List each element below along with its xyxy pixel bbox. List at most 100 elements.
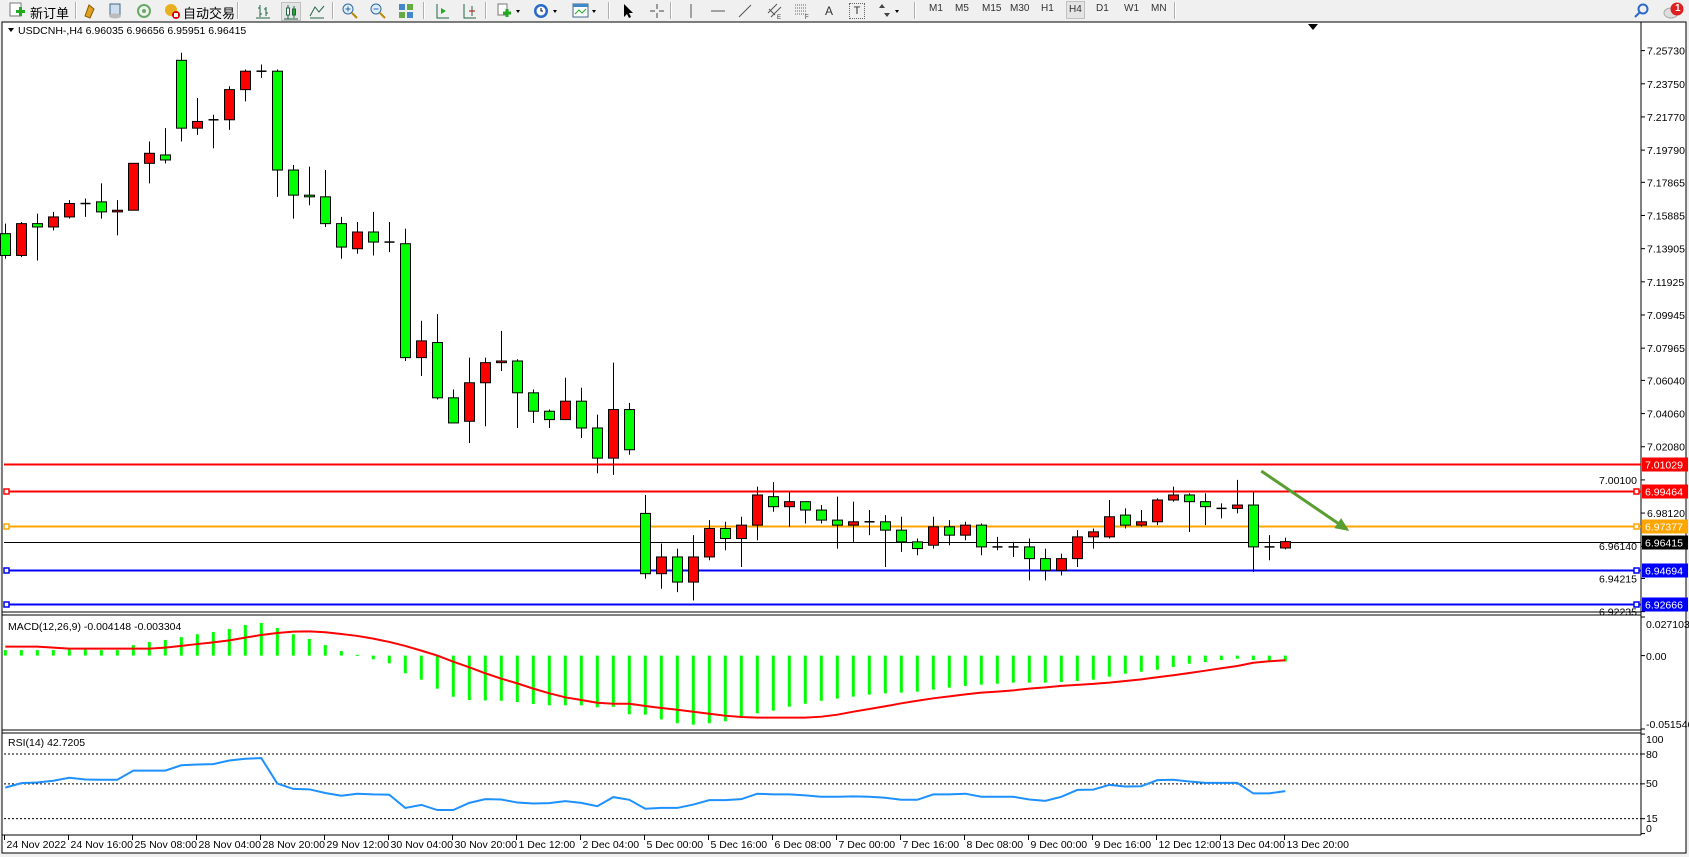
line-handle[interactable] bbox=[1633, 523, 1640, 530]
macd-histogram-bar bbox=[51, 650, 55, 656]
line-handle[interactable] bbox=[1633, 488, 1640, 495]
chart-shift-marker-icon[interactable] bbox=[1308, 24, 1318, 30]
macd-histogram-bar bbox=[1139, 655, 1143, 672]
candle-body bbox=[592, 427, 603, 459]
title-dropdown-icon[interactable] bbox=[8, 28, 14, 32]
vertical-line-button[interactable] bbox=[682, 2, 700, 19]
candle bbox=[1232, 479, 1243, 514]
candle bbox=[480, 357, 491, 427]
period-m30[interactable]: M30 bbox=[1010, 3, 1030, 14]
candle-body bbox=[1168, 494, 1179, 501]
macd-histogram-bar bbox=[115, 650, 119, 656]
arrow-line[interactable] bbox=[1260, 469, 1343, 527]
arrows-button[interactable] bbox=[876, 2, 904, 19]
fibonacci-button[interactable]: F bbox=[793, 2, 811, 19]
macd-histogram-bar bbox=[435, 655, 439, 689]
zoom-in-button[interactable] bbox=[341, 2, 359, 19]
candle-body bbox=[832, 519, 843, 526]
templates-button[interactable] bbox=[571, 2, 599, 19]
search-button[interactable] bbox=[1632, 2, 1650, 19]
trend-arrow[interactable] bbox=[1260, 469, 1350, 531]
candle-body bbox=[368, 231, 379, 243]
periods-button[interactable] bbox=[532, 2, 560, 19]
tile-windows-button[interactable] bbox=[397, 2, 415, 19]
period-w1[interactable]: W1 bbox=[1124, 3, 1139, 14]
candle-body bbox=[1200, 501, 1211, 508]
candle bbox=[640, 494, 651, 579]
candle-body bbox=[96, 201, 107, 213]
price-tick-label: 6.96140 bbox=[1599, 541, 1637, 553]
indicators-button[interactable] bbox=[495, 2, 523, 19]
line-handle[interactable] bbox=[3, 567, 10, 574]
auto-scroll-button[interactable] bbox=[433, 2, 451, 19]
period-d1[interactable]: D1 bbox=[1096, 3, 1109, 14]
market-watch-button[interactable] bbox=[80, 2, 98, 19]
panels bbox=[2, 22, 1642, 836]
candle-body bbox=[112, 209, 123, 213]
candle-body bbox=[1104, 516, 1115, 538]
auto-trading-label[interactable]: 自动交易 bbox=[183, 6, 236, 21]
line-handle[interactable] bbox=[3, 523, 10, 530]
line-handle[interactable] bbox=[3, 601, 10, 608]
candle bbox=[432, 314, 443, 400]
data-window-button[interactable] bbox=[106, 2, 124, 19]
line-handle[interactable] bbox=[1633, 567, 1640, 574]
chart-window[interactable]: 7.25730 7.23750 7.21770 7.19790 7.17865 7.158… bbox=[0, 21, 1689, 857]
price-axis[interactable]: 7.25730 7.23750 7.21770 7.19790 7.17865 7.158… bbox=[1599, 46, 1685, 619]
candle-body bbox=[1232, 504, 1243, 509]
candle bbox=[1120, 508, 1131, 529]
candle-body bbox=[496, 360, 507, 364]
macd-histogram-bar bbox=[515, 655, 519, 703]
line-chart-button[interactable] bbox=[308, 2, 326, 19]
new-order-button[interactable] bbox=[6, 2, 28, 19]
text-label-tool-button[interactable]: T bbox=[849, 3, 865, 19]
candle bbox=[1056, 553, 1067, 576]
trendline-button[interactable] bbox=[736, 2, 754, 19]
price-line-label-box bbox=[1642, 535, 1688, 550]
line-handle[interactable] bbox=[3, 488, 10, 495]
notification-button[interactable]: 1 bbox=[1662, 2, 1686, 19]
horizontal-line-icon bbox=[711, 10, 725, 11]
time-label: 6 Dec 08:00 bbox=[775, 839, 832, 851]
candle-body bbox=[192, 120, 203, 129]
period-m15[interactable]: M15 bbox=[982, 3, 1002, 14]
candle-body bbox=[1040, 558, 1051, 571]
new-order-label[interactable]: 新订单 bbox=[30, 6, 70, 21]
macd-histogram-bar bbox=[707, 655, 711, 724]
candle bbox=[368, 211, 379, 256]
arrow-head-icon[interactable] bbox=[1334, 518, 1350, 531]
candle bbox=[272, 69, 283, 197]
price-tick-label: 7.23750 bbox=[1647, 79, 1685, 91]
macd-histogram-bar bbox=[739, 655, 743, 718]
candle bbox=[688, 535, 699, 601]
candle-body bbox=[768, 496, 779, 508]
zoom-out-button[interactable] bbox=[369, 2, 387, 19]
cursor-button[interactable] bbox=[619, 2, 637, 19]
equidistant-channel-button[interactable]: E bbox=[766, 2, 784, 19]
period-m1[interactable]: M1 bbox=[929, 3, 943, 14]
period-h1[interactable]: H1 bbox=[1041, 3, 1054, 14]
period-mn[interactable]: MN bbox=[1151, 3, 1167, 14]
candle bbox=[320, 170, 331, 227]
auto-trading-button[interactable] bbox=[163, 2, 181, 19]
crosshair-button[interactable] bbox=[648, 2, 666, 19]
period-m5[interactable]: M5 bbox=[955, 3, 969, 14]
signals-button[interactable] bbox=[135, 2, 153, 19]
macd-histogram-bar bbox=[1283, 655, 1287, 662]
bar-chart-button[interactable] bbox=[254, 2, 272, 19]
horizontal-line-button[interactable] bbox=[709, 2, 727, 19]
macd-histogram-bar bbox=[387, 655, 391, 664]
candlestick-button[interactable] bbox=[281, 2, 301, 21]
price-line-label: 6.92666 bbox=[1645, 600, 1683, 612]
time-label: 7 Dec 16:00 bbox=[903, 839, 960, 851]
candle bbox=[0, 223, 11, 259]
time-label: 8 Dec 08:00 bbox=[967, 839, 1024, 851]
macd-histogram-bar bbox=[771, 655, 775, 711]
line-handle[interactable] bbox=[1633, 601, 1640, 608]
text-tool-button[interactable]: A bbox=[824, 3, 833, 18]
period-h4[interactable]: H4 bbox=[1066, 1, 1085, 19]
rsi-scale-label: 0 bbox=[1646, 823, 1652, 835]
price-tick-label: 7.17865 bbox=[1647, 177, 1685, 189]
chart-shift-button[interactable] bbox=[460, 2, 478, 19]
time-label: 24 Nov 2022 bbox=[7, 839, 67, 851]
